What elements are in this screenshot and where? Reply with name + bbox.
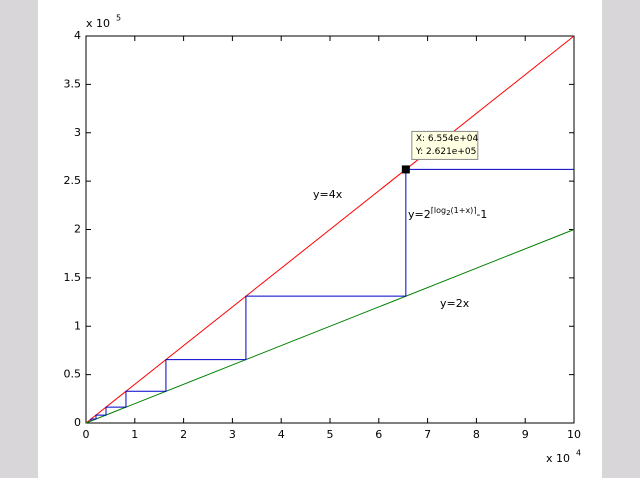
annotation: y=2x bbox=[440, 297, 470, 310]
datatip-box bbox=[411, 130, 479, 160]
series-line bbox=[85, 229, 575, 424]
x-tick-label: 3 bbox=[229, 428, 236, 441]
x-tick-label: 10 bbox=[567, 428, 581, 441]
y-multiplier: x 10 bbox=[86, 17, 110, 30]
datatip-y: Y: 2.621e+05 bbox=[415, 147, 477, 157]
x-tick-label: 7 bbox=[424, 428, 431, 441]
annotation-part: y=2 bbox=[408, 208, 431, 221]
x-multiplier-exp: 4 bbox=[576, 449, 581, 458]
annotation-part: (1+x)⌉ bbox=[451, 206, 477, 215]
y-tick-label: 4 bbox=[74, 29, 81, 42]
datatip-x: X: 6.554e+04 bbox=[416, 134, 479, 144]
x-tick-label: 4 bbox=[278, 428, 285, 441]
y-multiplier-exp: 5 bbox=[116, 14, 121, 23]
y-tick-label: 2.5 bbox=[64, 174, 82, 187]
annotation-part: -1 bbox=[476, 208, 487, 221]
y-tick-label: 0.5 bbox=[64, 368, 82, 381]
y-tick-label: 1 bbox=[74, 319, 81, 332]
datatip-marker bbox=[401, 165, 410, 174]
x-tick-label: 1 bbox=[131, 428, 138, 441]
y-tick-label: 0 bbox=[74, 416, 81, 429]
x-tick-label: 5 bbox=[327, 428, 334, 441]
y-tick-label: 3 bbox=[74, 126, 81, 139]
y-tick-label: 1.5 bbox=[64, 271, 82, 284]
series-line bbox=[90, 168, 574, 422]
y-tick-label: 3.5 bbox=[64, 77, 82, 90]
x-tick-label: 6 bbox=[375, 428, 382, 441]
series-line bbox=[85, 35, 575, 424]
annotation: y=4x bbox=[313, 188, 343, 201]
annotation-part: ⌈log bbox=[431, 206, 446, 215]
y-tick-label: 2 bbox=[74, 223, 81, 236]
x-tick-label: 2 bbox=[180, 428, 187, 441]
annotation-part: 2 bbox=[446, 209, 450, 217]
x-tick-label: 0 bbox=[83, 428, 90, 441]
x-multiplier: x 10 bbox=[546, 452, 570, 465]
annotation: y=2⌈log2(1+x)⌉-1 bbox=[408, 206, 487, 222]
x-tick-label: 8 bbox=[473, 428, 480, 441]
x-tick-label: 9 bbox=[522, 428, 529, 441]
